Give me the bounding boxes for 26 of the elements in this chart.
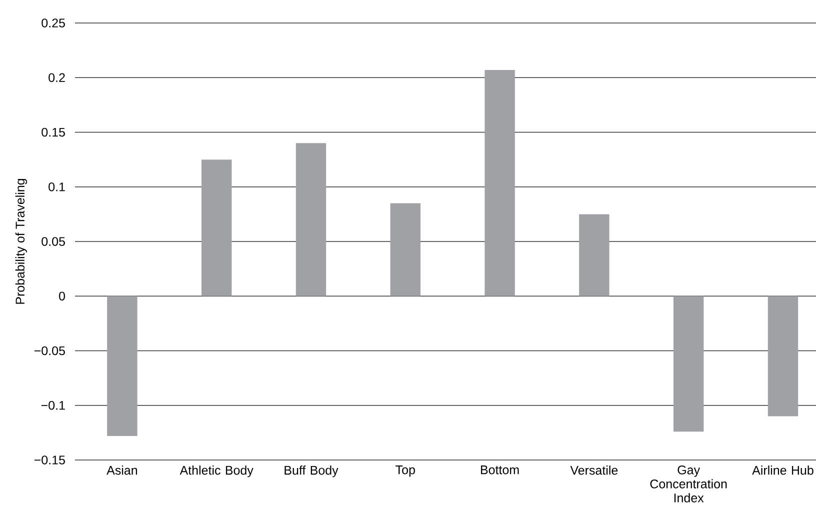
y-tick-label: 0.1: [48, 182, 65, 192]
x-tick-label: Buff Body: [284, 466, 338, 478]
y-tick-label: −0.1: [41, 400, 65, 410]
bar: [768, 296, 798, 416]
bar: [673, 296, 704, 432]
bar: [107, 296, 138, 436]
y-tick-label: 0: [59, 292, 65, 301]
bar: [579, 214, 610, 296]
y-tick-label: −0.05: [34, 346, 65, 356]
x-tick-label: Versatile: [570, 466, 618, 475]
x-tick-label: Airline Hub: [752, 466, 814, 475]
x-tick-label: Athletic Body: [180, 466, 254, 478]
x-tick-label: Gay Concentration Index: [650, 466, 727, 502]
bar: [484, 70, 515, 296]
y-tick-label: 0.15: [42, 128, 65, 137]
bar: [296, 143, 326, 296]
y-tick-label: −0.15: [34, 456, 65, 464]
x-tick-label: Top: [396, 466, 415, 477]
y-tick-label: 0.25: [42, 18, 65, 28]
bar: [390, 203, 420, 296]
x-tick-label: Bottom: [481, 466, 519, 474]
y-tick-label: 0.2: [48, 73, 65, 82]
y-axis-title: Probability of Traveling: [15, 178, 28, 304]
bar: [201, 160, 232, 296]
x-tick-label: Asian: [106, 466, 138, 475]
y-tick-label: 0.05: [42, 237, 65, 246]
